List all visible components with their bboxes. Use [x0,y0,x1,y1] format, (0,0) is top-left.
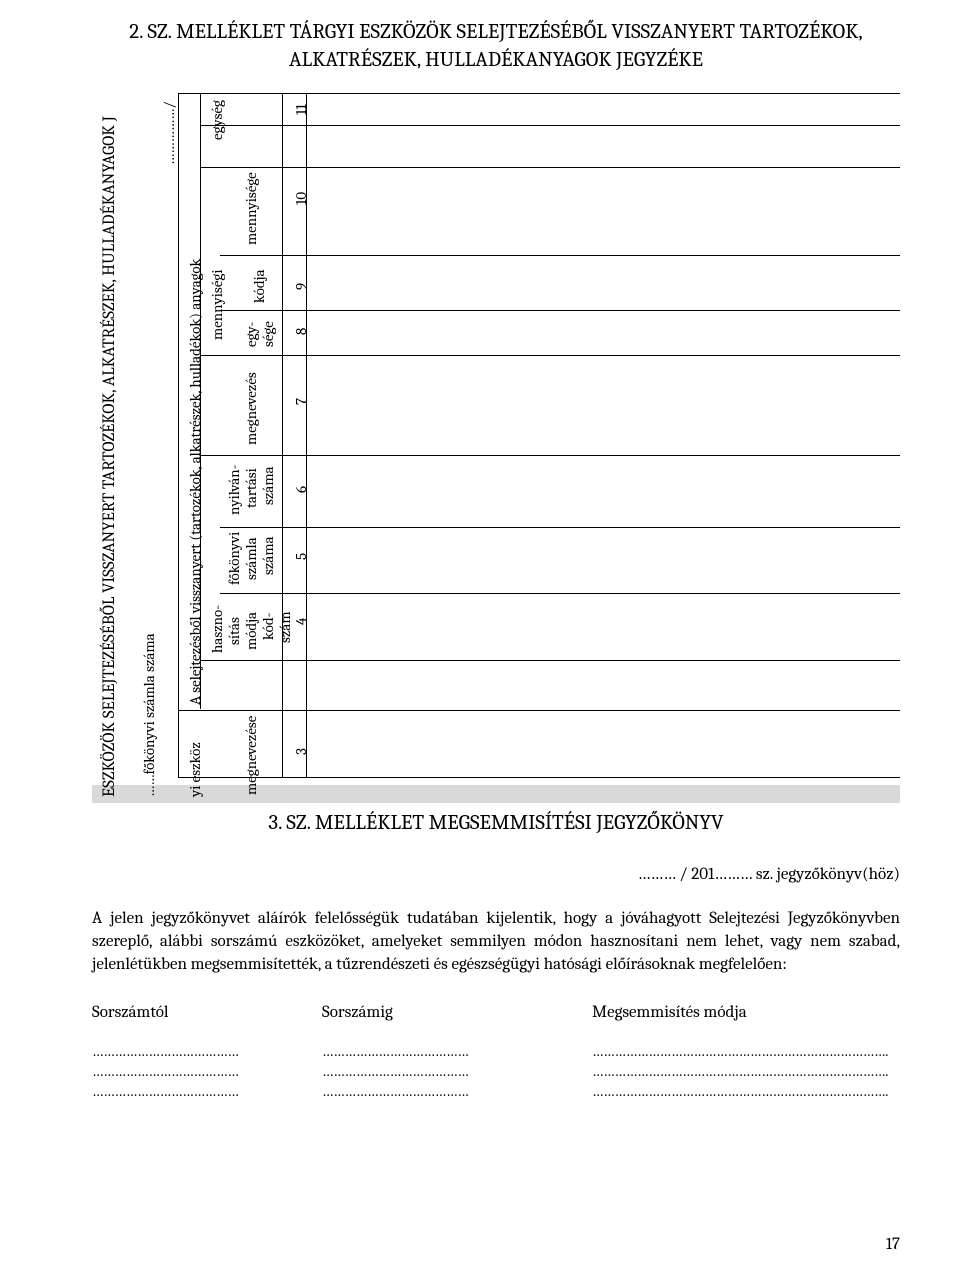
section3-title: 3. SZ. MELLÉKLET MEGSEMMISÍTÉSI JEGYZŐKÖ… [92,811,900,835]
col-header-3: Megsemmisítés módja [592,1003,900,1022]
rot-mennyisegi: mennyiségi [208,269,226,339]
rot-szama: száma [259,536,277,575]
rot-kod: kód- [259,612,277,640]
dot-c3: ……………………………………………………………………. [592,1042,900,1060]
rot-egy: egy- [242,321,260,346]
rot-megnevezese: megnevezése [242,715,260,794]
rot-szam: szám [276,611,294,643]
table-header: Sorszámtól Sorszámig Megsemmisítés módja [92,1003,900,1022]
col-header-2: Sorszámig [322,1003,592,1022]
dotted-row: ………………………………… ………………………………… ………………………………… [92,1042,900,1060]
jegyzokonyv-line: ……… / 201……… sz. jegyzőkönyv(höz) [92,865,900,884]
rot-big-left: ESZKÖZÖK SELEJTEZÉSÉBŐL VISSZANYERT TART… [100,116,119,797]
hline [178,777,900,778]
page-number: 17 [886,1235,900,1254]
dot-c2: ………………………………… [322,1062,592,1080]
faint-band [92,785,900,803]
rot-fokonyvi-szamla: ……főkönyvi számla száma [140,633,158,797]
rot-sitas: sítás [225,617,243,645]
rot-yi-eszkoz: yi eszköz [186,742,204,797]
rot-dots-slash: ……………/ [160,101,178,165]
rot-sege: sége [259,321,277,347]
vline [178,93,179,777]
rot-tartasi: tartási [242,468,260,508]
rot-fokonyvi: főkönyvi [225,531,243,584]
rot-megnevezes: megnevezés [242,372,260,445]
rot-egysege: egység [208,100,226,140]
dot-c1: ………………………………… [92,1082,322,1100]
rot-mennyisege: mennyisége [242,172,260,245]
dot-c2: ………………………………… [322,1082,592,1100]
vline [200,93,201,709]
dot-c1: ………………………………… [92,1062,322,1080]
col-header-1: Sorszámtól [92,1003,322,1022]
dot-c3: ……………………………………………………………………. [592,1082,900,1100]
vline [282,93,283,777]
paragraph: A jelen jegyzőkönyvet aláírók felelősség… [92,908,900,977]
rot-kodja: kódja [250,269,268,303]
rotated-table-region: ESZKÖZÖK SELEJTEZÉSÉBŐL VISSZANYERT TART… [92,85,900,805]
dotted-row: ………………………………… ………………………………… ………………………………… [92,1082,900,1100]
dot-c2: ………………………………… [322,1042,592,1060]
rot-modja: módja [242,612,260,650]
rot-haszno: haszno- [208,605,226,653]
dotted-row: ………………………………… ………………………………… ………………………………… [92,1062,900,1080]
section2-title: 2. SZ. MELLÉKLET TÁRGYI ESZKÖZÖK SELEJTE… [92,18,900,75]
dot-c1: ………………………………… [92,1042,322,1060]
rot-szama2: száma [259,466,277,505]
rot-span-top: A selejtezésből visszanyert (tartozékok,… [186,258,204,704]
dot-c3: ……………………………………………………………………. [592,1062,900,1080]
rot-szamla: számla [242,537,260,580]
rot-nyilvan: nyilván- [225,464,243,515]
data-rows [306,93,900,777]
